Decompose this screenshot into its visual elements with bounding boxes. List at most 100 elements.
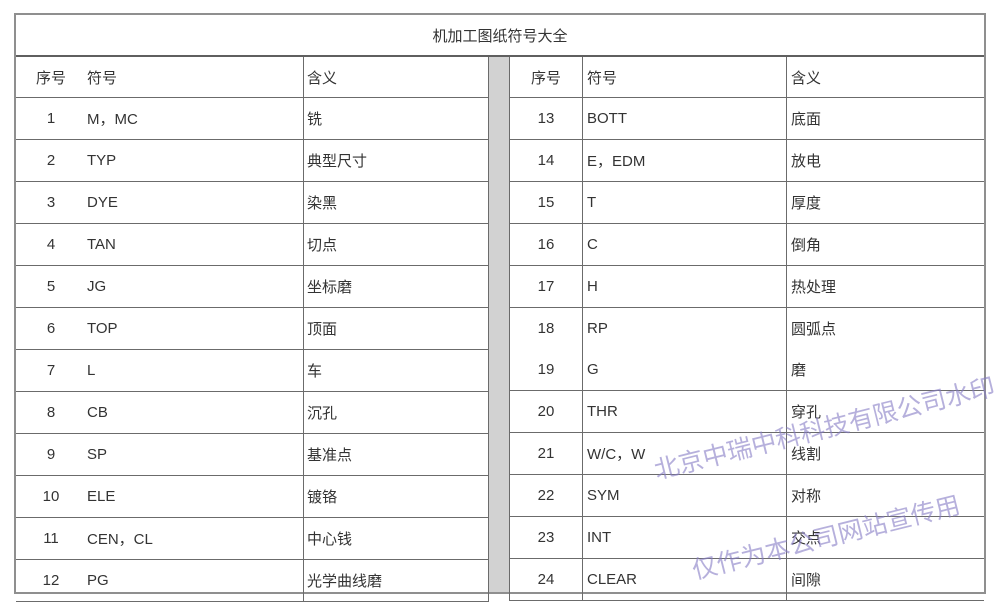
cell-symbol: INT [582, 516, 787, 559]
cell-meaning: 对称 [786, 474, 984, 517]
cell-index: 13 [509, 97, 583, 140]
cell-index: 14 [509, 139, 583, 182]
cell-symbol: SYM [582, 474, 787, 517]
cell-index: 2 [16, 139, 86, 182]
cell-symbol: JG [86, 265, 304, 308]
cell-meaning: 典型尺寸 [303, 139, 489, 182]
cell-meaning: 基准点 [303, 433, 489, 476]
cell-symbol: RP [582, 307, 787, 349]
right-table: 序号 符号 含义 13 BOTT 底面 14 E，EDM 放电 15 T 厚度 … [509, 57, 984, 601]
right-table-panel: 序号 符号 含义 13 BOTT 底面 14 E，EDM 放电 15 T 厚度 … [509, 57, 984, 601]
table-row: 16 C 倒角 [509, 223, 984, 266]
col-header-symbol: 符号 [582, 57, 787, 98]
cell-meaning: 铣 [303, 97, 489, 140]
cell-symbol: M，MC [86, 97, 304, 140]
cell-index: 21 [509, 432, 583, 475]
cell-index: 12 [16, 559, 86, 602]
table-row: 7 L 车 [16, 349, 489, 392]
cell-symbol: H [582, 265, 787, 308]
cell-meaning: 热处理 [786, 265, 984, 308]
col-header-index: 序号 [509, 57, 583, 98]
cell-meaning: 镀铬 [303, 475, 489, 518]
cell-symbol: G [582, 349, 787, 391]
cell-index: 23 [509, 516, 583, 559]
cell-meaning: 沉孔 [303, 391, 489, 434]
table-row: 20 THR 穿孔 [509, 390, 984, 433]
left-table-panel: 序号 符号 含义 1 M，MC 铣 2 TYP 典型尺寸 3 DYE 染黑 4 … [16, 57, 489, 602]
table-row: 10 ELE 镀铬 [16, 475, 489, 518]
table-row: 4 TAN 切点 [16, 223, 489, 266]
cell-index: 10 [16, 475, 86, 518]
table-row: 5 JG 坐标磨 [16, 265, 489, 308]
cell-symbol: PG [86, 559, 304, 602]
cell-index: 4 [16, 223, 86, 266]
cell-symbol: TOP [86, 307, 304, 350]
cell-index: 20 [509, 390, 583, 433]
cell-index: 7 [16, 349, 86, 392]
table-row: 12 PG 光学曲线磨 [16, 559, 489, 602]
table-row: 13 BOTT 底面 [509, 97, 984, 140]
table-row: 2 TYP 典型尺寸 [16, 139, 489, 182]
cell-index: 9 [16, 433, 86, 476]
cell-meaning: 倒角 [786, 223, 984, 266]
symbol-table-frame: 机加工图纸符号大全 序号 符号 含义 1 M，MC 铣 2 TYP 典型尺寸 3… [14, 13, 986, 602]
table-row: 9 SP 基准点 [16, 433, 489, 476]
cell-index: 3 [16, 181, 86, 224]
cell-meaning: 厚度 [786, 181, 984, 224]
cell-symbol: L [86, 349, 304, 392]
table-row: 14 E，EDM 放电 [509, 139, 984, 182]
table-row: 18 RP 圆弧点 [509, 307, 984, 349]
cell-symbol: THR [582, 390, 787, 433]
cell-index: 6 [16, 307, 86, 350]
cell-index: 22 [509, 474, 583, 517]
table-title: 机加工图纸符号大全 [16, 15, 984, 57]
cell-meaning: 间隙 [786, 558, 984, 601]
cell-index: 24 [509, 558, 583, 601]
table-row: 24 CLEAR 间隙 [509, 558, 984, 601]
cell-meaning: 磨 [786, 349, 984, 391]
cell-meaning: 车 [303, 349, 489, 392]
cell-symbol: SP [86, 433, 304, 476]
center-divider-band [489, 57, 509, 592]
cell-symbol: C [582, 223, 787, 266]
table-row: 15 T 厚度 [509, 181, 984, 224]
right-header-row: 序号 符号 含义 [509, 57, 984, 98]
cell-symbol: CB [86, 391, 304, 434]
table-row: 3 DYE 染黑 [16, 181, 489, 224]
cell-meaning: 中心钱 [303, 517, 489, 560]
col-header-symbol: 符号 [86, 57, 304, 98]
cell-index: 18 [509, 307, 583, 349]
cell-index: 17 [509, 265, 583, 308]
cell-meaning: 光学曲线磨 [303, 559, 489, 602]
left-table: 序号 符号 含义 1 M，MC 铣 2 TYP 典型尺寸 3 DYE 染黑 4 … [16, 57, 489, 602]
table-row: 22 SYM 对称 [509, 474, 984, 517]
cell-index: 11 [16, 517, 86, 560]
cell-symbol: TYP [86, 139, 304, 182]
cell-symbol: T [582, 181, 787, 224]
table-content: 序号 符号 含义 1 M，MC 铣 2 TYP 典型尺寸 3 DYE 染黑 4 … [16, 57, 984, 602]
col-header-meaning: 含义 [303, 57, 489, 98]
cell-meaning: 放电 [786, 139, 984, 182]
cell-symbol: CEN，CL [86, 517, 304, 560]
cell-meaning: 穿孔 [786, 390, 984, 433]
cell-symbol: BOTT [582, 97, 787, 140]
cell-symbol: ELE [86, 475, 304, 518]
cell-index: 19 [509, 349, 583, 391]
cell-symbol: TAN [86, 223, 304, 266]
cell-index: 5 [16, 265, 86, 308]
table-row: 11 CEN，CL 中心钱 [16, 517, 489, 560]
cell-index: 15 [509, 181, 583, 224]
cell-symbol: CLEAR [582, 558, 787, 601]
table-row: 21 W/C，W 线割 [509, 432, 984, 475]
table-row: 8 CB 沉孔 [16, 391, 489, 434]
cell-meaning: 交点 [786, 516, 984, 559]
cell-symbol: E，EDM [582, 139, 787, 182]
col-header-meaning: 含义 [786, 57, 984, 98]
cell-meaning: 线割 [786, 432, 984, 475]
cell-meaning: 圆弧点 [786, 307, 984, 349]
cell-symbol: DYE [86, 181, 304, 224]
table-row: 1 M，MC 铣 [16, 97, 489, 140]
table-row: 6 TOP 顶面 [16, 307, 489, 350]
cell-meaning: 染黑 [303, 181, 489, 224]
